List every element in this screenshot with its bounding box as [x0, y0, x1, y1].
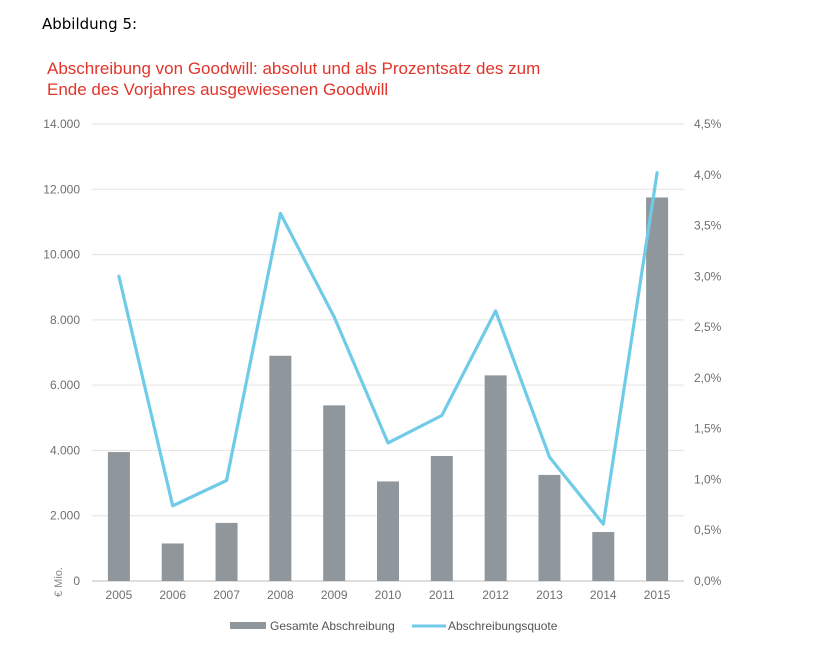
x-axis: 2005 2006 2007 2008 2009 2010 2011 2012 2013 2014…: [106, 588, 671, 602]
x-tick-label: 2009: [321, 588, 348, 602]
x-tick-label: 2006: [159, 588, 186, 602]
y2-tick-label: 2,0%: [694, 371, 722, 385]
y-axis-unit-label: € Mio.: [53, 567, 65, 597]
x-tick-label: 2005: [106, 588, 133, 602]
bar: [161, 543, 184, 581]
bar: [484, 375, 507, 581]
y-tick-label: 10.000: [43, 248, 80, 262]
bar: [592, 532, 615, 581]
legend-swatch-bars: [230, 622, 266, 629]
legend: Gesamte Abschreibung Abschreibungsquote: [230, 619, 558, 633]
bars: [107, 197, 669, 582]
data-point: [655, 171, 659, 174]
x-tick-label: 2011: [429, 588, 455, 602]
x-tick-label: 2014: [590, 588, 617, 602]
data-point: [602, 522, 605, 526]
x-tick-label: 2008: [267, 588, 294, 602]
y-tick-label: 2.000: [50, 509, 80, 523]
x-tick-label: 2013: [536, 588, 563, 602]
y-axis-right: 0,0% 0,5% 1,0% 1,5% 2,0% 2,5% 3,0% 3,5% 4,0% 4,5%: [694, 117, 722, 588]
y2-tick-label: 4,5%: [694, 117, 722, 131]
series-line: [117, 171, 659, 526]
x-tick-label: 2012: [482, 588, 509, 602]
bar: [215, 522, 238, 581]
y-axis-left: 0 2.000 4.000 6.000 8.000 10.000 12.000 14.000: [43, 117, 80, 588]
data-point: [117, 275, 121, 278]
bar: [377, 481, 399, 581]
y2-tick-label: 0,0%: [694, 574, 722, 588]
data-point: [332, 315, 336, 319]
y-tick-label: 6.000: [50, 378, 80, 392]
data-point: [440, 414, 444, 417]
y2-tick-label: 4,0%: [694, 168, 722, 182]
bar: [430, 455, 453, 581]
chart-title-line-1: Abschreibung von Goodwill: absolut und a…: [47, 59, 541, 78]
y2-tick-label: 0,5%: [694, 523, 722, 537]
x-tick-label: 2015: [644, 588, 671, 602]
bar: [269, 355, 292, 581]
x-tick-label: 2010: [375, 588, 402, 602]
figure-caption: Abbildung 5:: [42, 15, 138, 33]
data-point: [494, 309, 497, 313]
bar: [646, 197, 669, 582]
chart-title-line-2: Ende des Vorjahres ausgewiesenen Goodwil…: [47, 80, 389, 99]
y-tick-label: 0: [73, 574, 80, 588]
legend-label-line: Abschreibungsquote: [448, 619, 558, 633]
data-point: [225, 479, 228, 482]
bar: [538, 474, 561, 581]
bar: [323, 405, 346, 581]
quote-line: [117, 171, 659, 526]
bar: [107, 452, 130, 581]
data-point: [386, 441, 390, 445]
y-tick-label: 12.000: [43, 182, 80, 196]
x-tick-label: 2007: [213, 588, 240, 602]
y2-tick-label: 1,0%: [694, 472, 722, 486]
data-point: [279, 212, 282, 215]
y2-tick-label: 3,0%: [694, 269, 722, 283]
data-point: [548, 455, 551, 459]
data-point: [171, 504, 174, 508]
legend-label-bars: Gesamte Abschreibung: [270, 619, 395, 633]
y2-tick-label: 3,5%: [694, 219, 722, 233]
y-tick-label: 8.000: [50, 313, 80, 327]
y-tick-label: 4.000: [50, 443, 80, 457]
y-tick-label: 14.000: [43, 117, 80, 131]
chart-title: Abschreibung von Goodwill: absolut und a…: [47, 58, 540, 100]
y2-tick-label: 1,5%: [694, 422, 722, 436]
y2-tick-label: 2,5%: [694, 320, 722, 334]
